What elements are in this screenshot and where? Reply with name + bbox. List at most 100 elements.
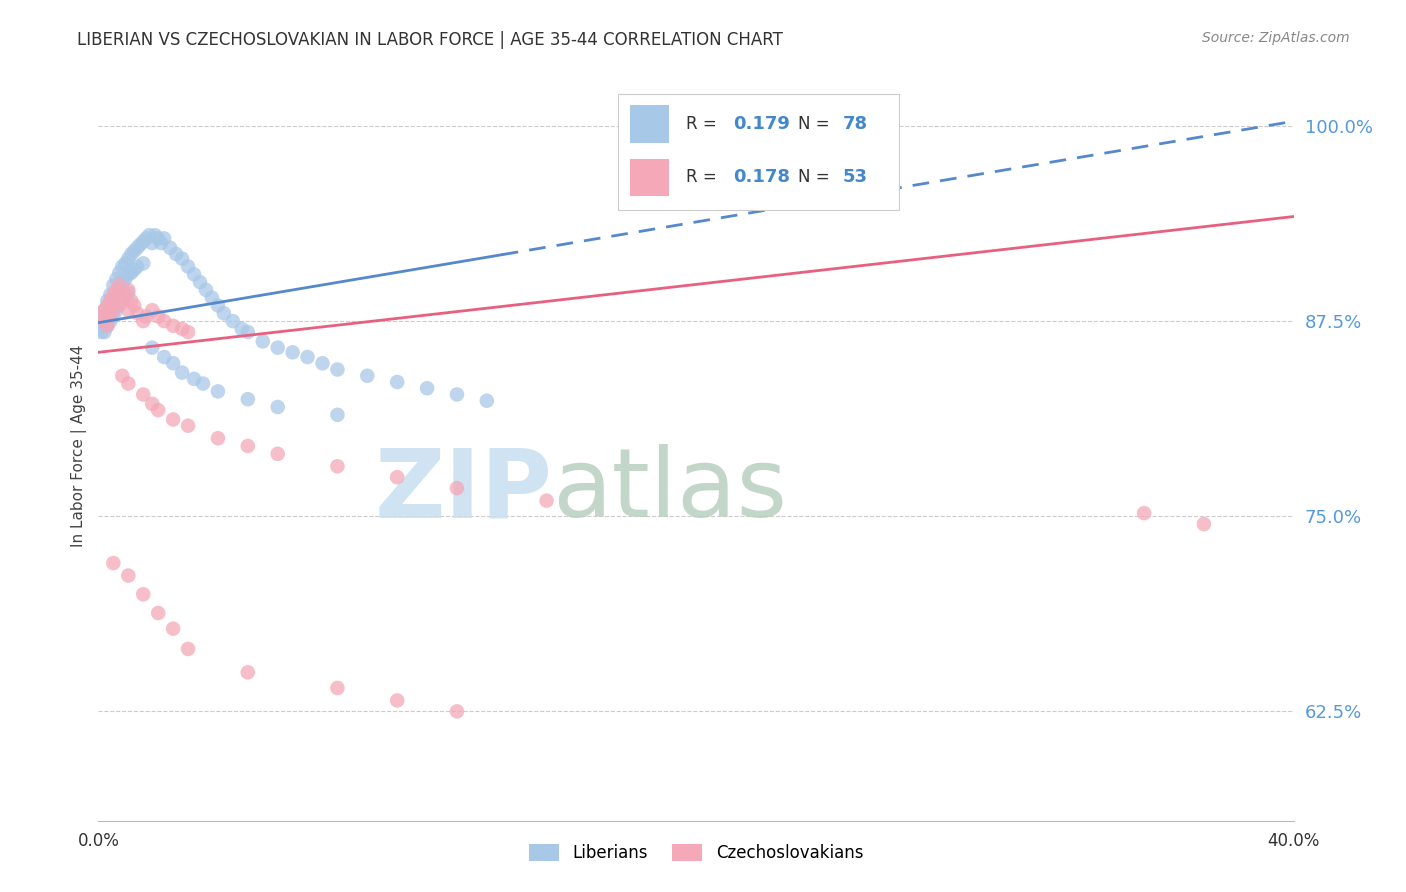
Point	[105, 287, 128, 301]
Point	[148, 403, 170, 417]
Point	[108, 298, 131, 312]
Point	[105, 303, 128, 318]
Point	[172, 322, 194, 336]
Point	[326, 681, 349, 695]
Point	[1192, 516, 1215, 531]
Point	[236, 439, 259, 453]
Point	[165, 247, 187, 261]
Point	[117, 267, 139, 281]
Point	[132, 587, 155, 601]
Point	[195, 283, 218, 297]
Point	[207, 298, 229, 312]
Point	[141, 235, 163, 250]
Point	[117, 303, 139, 318]
Point	[162, 318, 184, 333]
Point	[105, 283, 128, 297]
Point	[132, 256, 155, 270]
Point	[114, 256, 136, 270]
Text: LIBERIAN VS CZECHOSLOVAKIAN IN LABOR FORCE | AGE 35-44 CORRELATION CHART: LIBERIAN VS CZECHOSLOVAKIAN IN LABOR FOR…	[77, 31, 783, 49]
Point	[267, 341, 290, 355]
Point	[475, 393, 498, 408]
Point	[93, 303, 115, 318]
Point	[132, 387, 155, 401]
Point	[120, 247, 142, 261]
Point	[141, 341, 163, 355]
Point	[124, 262, 146, 277]
Point	[96, 306, 118, 320]
Point	[150, 235, 173, 250]
Point	[132, 235, 155, 249]
Point	[103, 556, 125, 570]
Point	[132, 314, 155, 328]
Point	[111, 275, 134, 289]
Point	[96, 298, 118, 312]
Point	[153, 314, 176, 328]
Point	[231, 322, 253, 336]
Point	[98, 287, 122, 301]
Point	[120, 293, 142, 308]
Point	[267, 400, 290, 414]
Point	[183, 267, 205, 281]
Point	[90, 325, 112, 339]
Point	[96, 293, 118, 308]
Point	[148, 606, 170, 620]
Point	[201, 291, 224, 305]
Point	[105, 298, 128, 312]
Point	[127, 241, 149, 255]
Point	[98, 293, 122, 308]
Point	[148, 231, 170, 245]
Point	[236, 665, 259, 680]
Point	[177, 418, 200, 433]
Point	[117, 376, 139, 391]
Point	[120, 266, 142, 280]
Point	[162, 356, 184, 370]
Legend: Liberians, Czechoslovakians: Liberians, Czechoslovakians	[522, 837, 870, 869]
Point	[536, 493, 558, 508]
Point	[162, 622, 184, 636]
Point	[311, 356, 333, 370]
Point	[127, 260, 149, 274]
Point	[177, 325, 200, 339]
Point	[108, 281, 131, 295]
Point	[446, 387, 468, 401]
Point	[191, 376, 214, 391]
Point	[124, 298, 146, 312]
Point	[103, 293, 125, 308]
Point	[385, 470, 409, 484]
Text: ZIP: ZIP	[374, 444, 553, 538]
Point	[1133, 506, 1156, 520]
Point	[114, 272, 136, 286]
Point	[124, 244, 146, 258]
Point	[98, 314, 122, 328]
Point	[138, 228, 160, 243]
Point	[153, 350, 176, 364]
Point	[141, 397, 163, 411]
Point	[188, 275, 211, 289]
Point	[385, 375, 409, 389]
Point	[96, 318, 118, 333]
Point	[129, 237, 152, 252]
Point	[93, 314, 115, 328]
Point	[172, 252, 194, 266]
Point	[117, 285, 139, 300]
Point	[117, 252, 139, 266]
Point	[96, 318, 118, 333]
Point	[297, 350, 319, 364]
Point	[267, 447, 290, 461]
Point	[117, 283, 139, 297]
Point	[135, 310, 157, 324]
Point	[159, 241, 181, 255]
Point	[326, 362, 349, 376]
Point	[143, 228, 166, 243]
Point	[111, 368, 134, 383]
Point	[446, 481, 468, 495]
Point	[177, 641, 200, 656]
Point	[93, 303, 115, 318]
Point	[141, 303, 163, 318]
Point	[416, 381, 439, 395]
Point	[111, 293, 134, 308]
Point	[103, 303, 125, 318]
Point	[111, 293, 134, 308]
Point	[93, 325, 115, 339]
Point	[111, 260, 134, 274]
